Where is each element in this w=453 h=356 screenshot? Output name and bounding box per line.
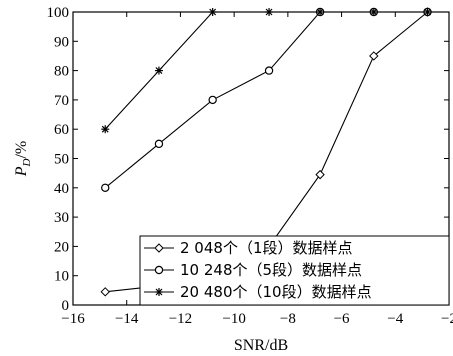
x-tick-label: −16 — [61, 311, 85, 327]
data-point-circle — [101, 183, 110, 192]
data-point-diamond — [315, 169, 325, 180]
data-point-star — [316, 8, 325, 16]
y-tick-label: 80 — [54, 64, 69, 80]
series-circle — [101, 7, 432, 192]
legend-label: 2 048个（1段）数据样点 — [180, 239, 353, 257]
axis-labels: SNR/dB PD/% — [13, 141, 288, 354]
legend-entry: 2 048个（1段）数据样点 — [144, 239, 353, 257]
y-tick-label: 90 — [54, 34, 69, 50]
data-point-diamond — [369, 51, 379, 61]
data-point-diamond — [100, 287, 110, 297]
x-tick-label: −4 — [387, 311, 403, 327]
x-tick-label: −14 — [115, 311, 139, 327]
data-point-star — [369, 8, 378, 16]
data-point-star — [154, 66, 163, 75]
y-tick-label: 40 — [54, 181, 69, 197]
data-point-star — [423, 8, 432, 16]
x-tick-label: −12 — [169, 311, 192, 327]
y-tick-label: 60 — [54, 122, 69, 138]
x-tick-label: −2 — [441, 311, 453, 327]
data-point-circle — [154, 139, 164, 149]
data-point-star — [265, 8, 274, 16]
data-point-circle — [264, 66, 274, 75]
legend: 2 048个（1段）数据样点 10 248个（5段）数据样点 20 480个（10段… — [139, 235, 450, 306]
y-axis-label-sub: D — [21, 158, 33, 167]
legend-label: 20 480个（10段）数据样点 — [180, 283, 372, 301]
x-tick-label: −6 — [334, 311, 350, 327]
y-tick-label: 50 — [54, 152, 69, 168]
series-line — [104, 11, 428, 189]
legend-entry: 10 248个（5段）数据样点 — [144, 261, 362, 279]
legend-entry: 20 480个（10段）数据样点 — [144, 283, 372, 301]
data-point-circle — [154, 265, 164, 275]
y-axis-label: PD/% — [13, 141, 33, 178]
y-tick-label: 10 — [54, 269, 69, 285]
data-point-circle — [208, 95, 217, 105]
legend-box — [139, 235, 450, 306]
data-point-star — [101, 125, 110, 134]
y-tick-label: 30 — [54, 210, 69, 226]
y-axis-label-main: P — [13, 166, 30, 177]
y-tick-label: 100 — [47, 5, 70, 21]
series-star — [101, 8, 432, 134]
y-tick-label: 0 — [62, 298, 70, 314]
data-point-star — [155, 288, 163, 296]
legend-label: 10 248个（5段）数据样点 — [180, 261, 362, 279]
x-axis-label: SNR/dB — [234, 337, 288, 354]
y-tick-label: 70 — [54, 93, 69, 109]
x-tick-label: −8 — [280, 311, 296, 327]
data-point-diamond — [154, 243, 164, 253]
x-tick-label: −10 — [222, 311, 245, 327]
y-tick-label: 20 — [54, 239, 69, 255]
data-point-star — [208, 8, 217, 16]
y-axis-label-suffix: /% — [13, 141, 30, 159]
